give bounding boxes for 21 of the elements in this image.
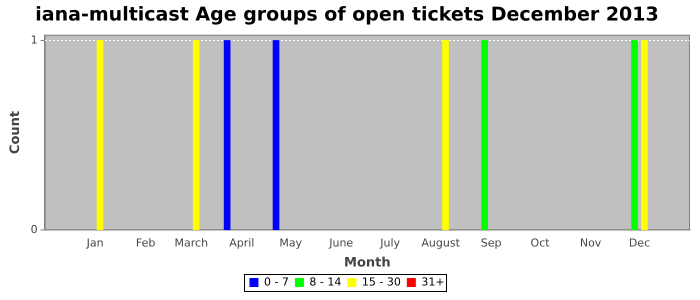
legend-label: 15 - 30	[362, 275, 401, 288]
y-tick-label: 0	[30, 223, 38, 236]
x-tick-label: July	[379, 236, 400, 250]
x-tick-label: April	[229, 236, 254, 250]
x-tick-label: Feb	[136, 236, 156, 250]
x-tick-label: Nov	[580, 236, 602, 250]
x-tick-label: Sep	[480, 236, 502, 250]
x-tick-label: March	[174, 236, 208, 250]
y-tick-label: 1	[30, 33, 38, 46]
x-tick-label: Dec	[628, 236, 650, 250]
x-tick-label: June	[328, 236, 354, 250]
legend-label: 31+	[421, 275, 445, 288]
x-tick-label: Jan	[86, 236, 104, 250]
x-tick-label: August	[421, 236, 461, 250]
x-axis-title: Month	[344, 256, 391, 271]
legend-label: 8 - 14	[309, 275, 342, 288]
chart-title: iana-multicast Age groups of open tickets December 2013	[35, 3, 659, 26]
y-axis-title: Count	[8, 110, 24, 154]
x-tick-label: Oct	[530, 236, 550, 250]
legend-label: 0 - 7	[264, 275, 289, 288]
x-tick-label: May	[279, 236, 303, 250]
